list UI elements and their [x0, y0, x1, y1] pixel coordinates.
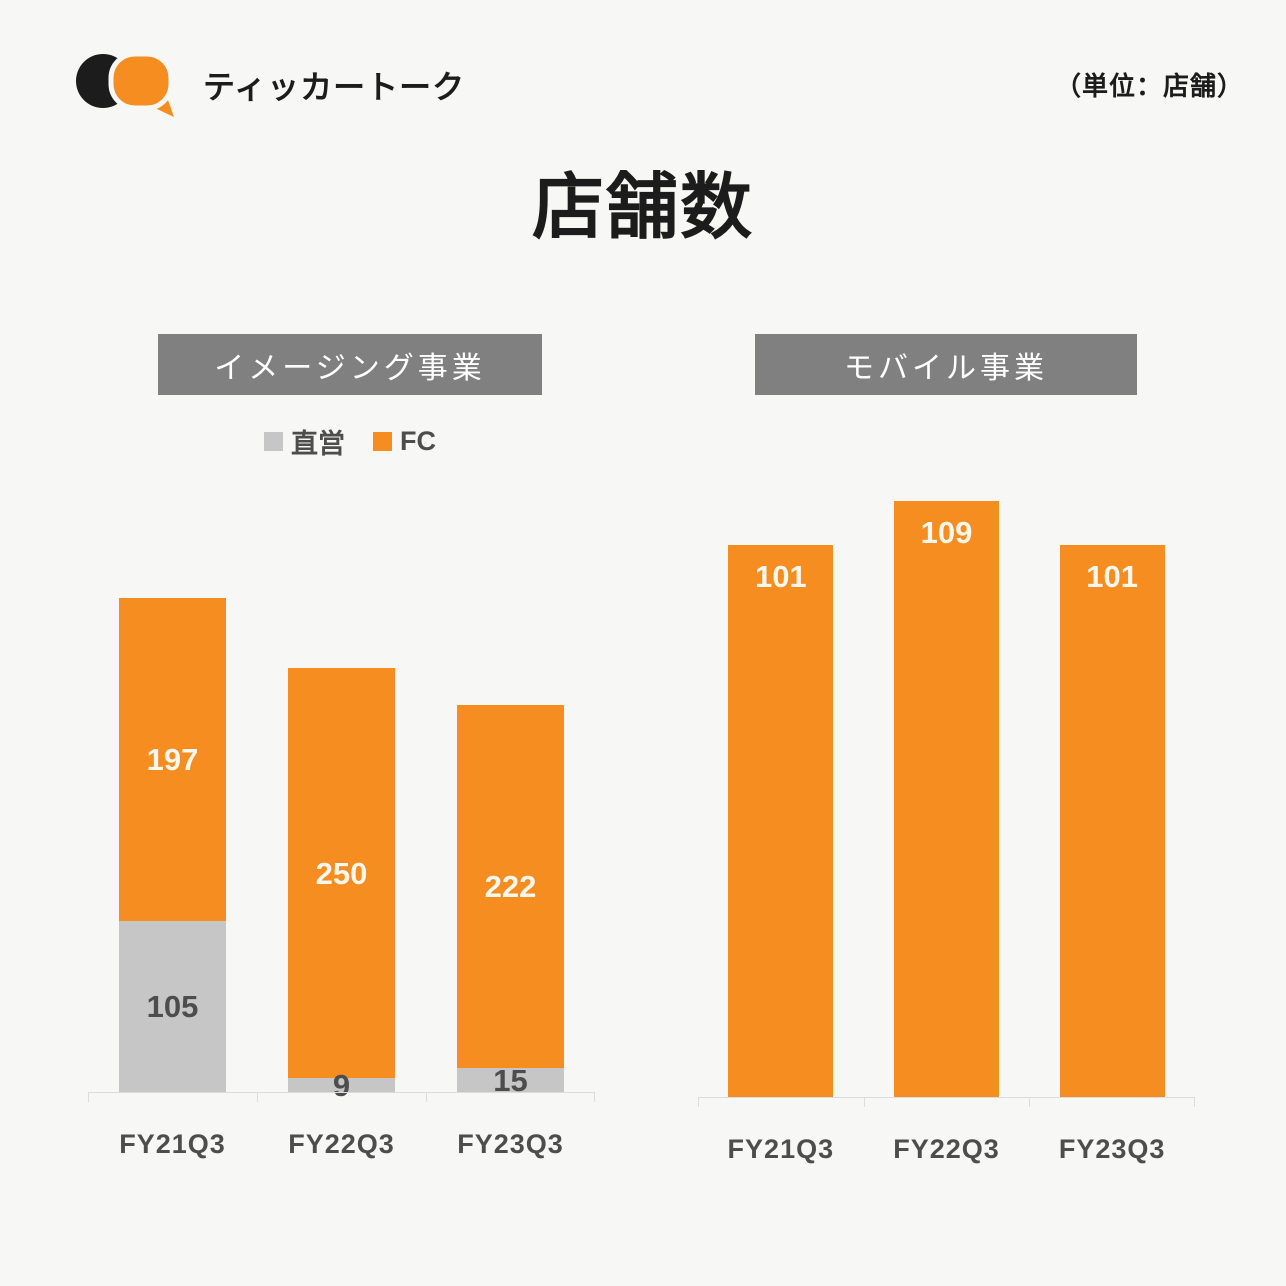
x-axis-line [698, 1097, 1195, 1098]
axis-tick [863, 1098, 865, 1107]
value-label: 9 [332, 1068, 351, 1104]
bar-FY21Q3: 197 105 [119, 598, 226, 1093]
value-label: 101 [754, 558, 807, 594]
bar-segment-FC: 197 [119, 598, 226, 921]
axis-tick [1029, 1098, 1031, 1107]
imaging-bar-chart: 197 105 FY21Q3 250 9 FY22Q3 222 15 FY23Q3 [88, 598, 595, 1159]
bar-segment-FC: 101 [1059, 544, 1165, 1098]
section-header-mobile: モバイル事業 [755, 334, 1137, 395]
brand: ティッカートーク [75, 52, 465, 118]
brand-logo-icon [76, 52, 174, 117]
bar-FY21Q3: 101 [728, 544, 834, 1098]
category-label: FY23Q3 [1058, 1134, 1166, 1164]
legend-swatch-fc [373, 432, 392, 451]
value-label: 109 [920, 515, 973, 550]
bar-segment-FC: 109 [894, 501, 999, 1098]
category-label: FY21Q3 [119, 1129, 226, 1159]
category-label: FY23Q3 [457, 1129, 564, 1159]
category-slot: 222 15 FY23Q3 [426, 598, 595, 1159]
value-label: 101 [1086, 558, 1139, 594]
plot-area: 101 FY21Q3 109 FY22Q3 101 FY23Q3 [698, 501, 1195, 1164]
axis-tick [426, 1093, 427, 1102]
value-label: 105 [146, 989, 199, 1025]
plot-area: 197 105 FY21Q3 250 9 FY22Q3 222 15 FY23Q3 [88, 598, 595, 1159]
legend-label-chokuei: 直営 [291, 429, 345, 459]
value-label: 250 [315, 855, 368, 891]
value-label: 197 [146, 741, 199, 777]
section-header-imaging: イメージング事業 [158, 334, 542, 395]
axis-tick [256, 1093, 258, 1102]
category-label: FY22Q3 [288, 1129, 395, 1159]
brand-name: ティッカートーク [203, 69, 466, 105]
axis-tick [698, 1098, 699, 1107]
category-label: FY21Q3 [727, 1134, 835, 1164]
axis-tick [594, 1093, 595, 1102]
x-axis-line [88, 1092, 595, 1093]
legend-item-chokuei: 直営 [264, 422, 345, 461]
category-slot: 109 FY22Q3 [864, 501, 1030, 1164]
category-slot: 197 105 FY21Q3 [88, 598, 257, 1159]
category-slot: 101 FY21Q3 [698, 501, 864, 1164]
bar-FY23Q3: 101 [1059, 544, 1165, 1098]
axis-tick [1194, 1098, 1195, 1107]
axis-tick [88, 1093, 89, 1102]
bar-segment-FC: 222 [457, 704, 564, 1069]
bar-FY22Q3: 109 [894, 501, 999, 1098]
legend: 直営 FC [158, 422, 542, 461]
bar-segment-直営: 105 [119, 920, 226, 1093]
value-label: 222 [484, 868, 537, 904]
bar-segment-FC: 101 [728, 544, 834, 1098]
category-slot: 101 FY23Q3 [1029, 501, 1195, 1164]
value-label: 15 [493, 1063, 528, 1099]
bar-segment-FC: 250 [288, 668, 395, 1079]
bar-segment-直営: 9 [288, 1070, 395, 1101]
category-label: FY22Q3 [893, 1134, 1000, 1164]
bar-segment-直営: 15 [457, 1063, 564, 1099]
unit-note: （単位：店舗） [1054, 71, 1244, 101]
legend-swatch-chokuei [264, 432, 283, 451]
bar-FY23Q3: 222 15 [457, 704, 564, 1099]
legend-item-fc: FC [373, 422, 436, 461]
legend-label-fc: FC [400, 426, 436, 456]
bar-FY22Q3: 250 9 [288, 668, 395, 1101]
category-slot: 250 9 FY22Q3 [257, 598, 426, 1159]
page-title: 店舗数 [531, 168, 754, 248]
mobile-bar-chart: 101 FY21Q3 109 FY22Q3 101 FY23Q3 [698, 501, 1195, 1164]
